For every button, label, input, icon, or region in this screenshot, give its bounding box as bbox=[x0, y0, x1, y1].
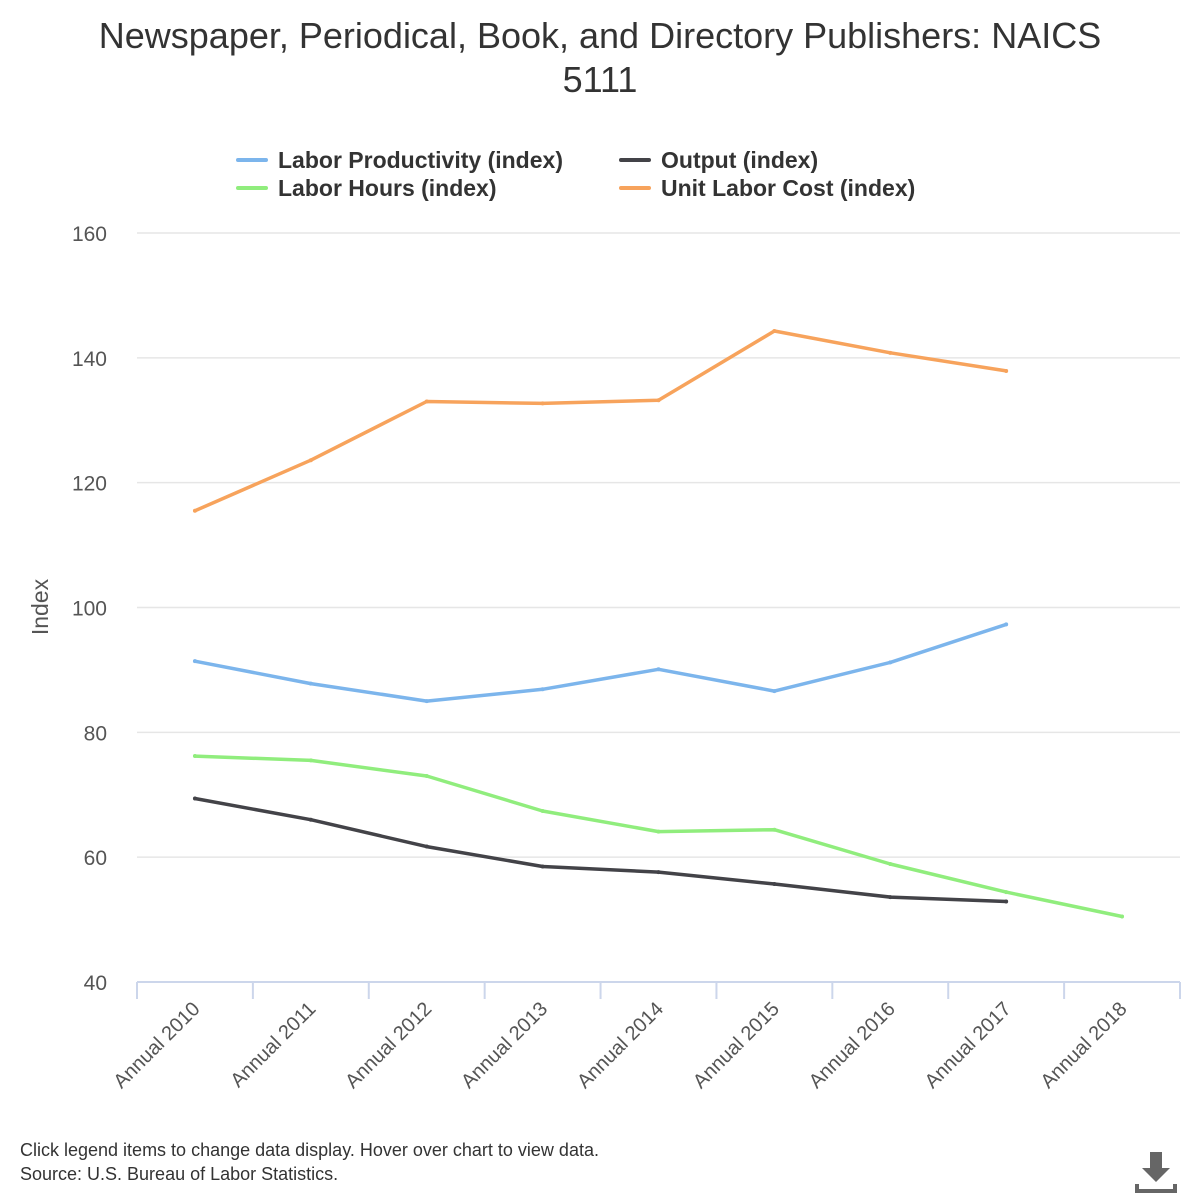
y-axis-title: Index bbox=[27, 578, 53, 635]
legend-label: Unit Labor Cost (index) bbox=[661, 174, 916, 201]
data-point-unit-labor-cost bbox=[308, 458, 313, 463]
data-point-labor-hours bbox=[308, 758, 313, 763]
data-point-labor-hours bbox=[540, 808, 545, 813]
data-point-labor-productivity bbox=[1004, 622, 1009, 627]
x-tick-label: Annual 2016 bbox=[805, 998, 900, 1093]
y-tick-label: 140 bbox=[72, 348, 107, 371]
download-icon bbox=[1135, 1152, 1177, 1193]
data-point-unit-labor-cost bbox=[888, 350, 893, 355]
footer-source: Source: U.S. Bureau of Labor Statistics. bbox=[20, 1164, 339, 1184]
data-point-output bbox=[308, 817, 313, 822]
data-point-labor-hours bbox=[888, 862, 893, 867]
data-point-unit-labor-cost bbox=[192, 508, 197, 513]
data-point-unit-labor-cost bbox=[424, 399, 429, 404]
legend-item-unit-labor-cost[interactable]: Unit Labor Cost (index) bbox=[619, 174, 915, 202]
data-point-labor-hours bbox=[772, 827, 777, 832]
x-tick-label: Annual 2014 bbox=[573, 998, 668, 1093]
data-point-unit-labor-cost bbox=[656, 398, 661, 403]
data-point-labor-productivity bbox=[540, 687, 545, 692]
legend-swatch bbox=[236, 158, 268, 162]
data-point-output bbox=[192, 796, 197, 801]
data-point-unit-labor-cost bbox=[540, 401, 545, 406]
data-point-labor-hours bbox=[656, 829, 661, 834]
data-point-unit-labor-cost bbox=[772, 328, 777, 333]
data-point-labor-hours bbox=[424, 774, 429, 779]
chart-footer: Click legend items to change data displa… bbox=[20, 1138, 599, 1186]
legend-label: Labor Hours (index) bbox=[278, 174, 497, 201]
series-line-output bbox=[193, 796, 1008, 904]
data-point-labor-productivity bbox=[888, 660, 893, 665]
download-button[interactable] bbox=[1130, 1148, 1180, 1196]
data-point-labor-productivity bbox=[772, 689, 777, 694]
y-tick-label: 40 bbox=[84, 972, 107, 995]
legend-swatch bbox=[619, 186, 651, 190]
data-point-output bbox=[772, 882, 777, 887]
y-tick-label: 80 bbox=[84, 722, 107, 745]
legend-swatch bbox=[236, 186, 268, 190]
data-point-output bbox=[540, 864, 545, 869]
legend-item-output[interactable]: Output (index) bbox=[619, 146, 818, 174]
x-tick-label: Annual 2015 bbox=[689, 998, 784, 1093]
footer-instructions: Click legend items to change data displa… bbox=[20, 1140, 599, 1160]
data-point-output bbox=[1004, 899, 1009, 904]
series-line-labor-productivity bbox=[193, 622, 1008, 703]
legend-item-labor-hours[interactable]: Labor Hours (index) bbox=[236, 174, 497, 202]
x-tick-label: Annual 2010 bbox=[109, 998, 204, 1093]
x-tick-label: Annual 2011 bbox=[226, 998, 320, 1092]
x-tick-label: Annual 2013 bbox=[457, 998, 552, 1093]
chart-title: Newspaper, Periodical, Book, and Directo… bbox=[98, 15, 1102, 100]
data-point-unit-labor-cost bbox=[1004, 368, 1009, 373]
x-tick-label: Annual 2012 bbox=[341, 998, 436, 1093]
data-point-output bbox=[424, 844, 429, 849]
y-tick-label: 120 bbox=[72, 473, 107, 496]
legend-label: Output (index) bbox=[661, 146, 819, 173]
x-tick-label: Annual 2018 bbox=[1037, 998, 1132, 1093]
series-line-unit-labor-cost bbox=[193, 329, 1008, 513]
series-line-labor-hours bbox=[193, 754, 1124, 919]
data-point-labor-hours bbox=[1120, 914, 1125, 919]
y-tick-label: 60 bbox=[84, 847, 107, 870]
x-tick-label: Annual 2017 bbox=[921, 998, 1016, 1093]
legend-item-labor-productivity[interactable]: Labor Productivity (index) bbox=[236, 146, 563, 174]
data-point-output bbox=[888, 895, 893, 900]
y-tick-label: 160 bbox=[72, 223, 107, 246]
data-point-output bbox=[656, 870, 661, 875]
data-point-labor-productivity bbox=[656, 667, 661, 672]
legend-label: Labor Productivity (index) bbox=[278, 146, 563, 173]
data-point-labor-productivity bbox=[308, 681, 313, 686]
data-point-labor-productivity bbox=[192, 659, 197, 664]
data-point-labor-hours bbox=[192, 754, 197, 759]
data-point-labor-productivity bbox=[424, 699, 429, 704]
legend-swatch bbox=[619, 158, 651, 162]
data-point-labor-hours bbox=[1004, 890, 1009, 895]
y-tick-label: 100 bbox=[72, 598, 107, 621]
